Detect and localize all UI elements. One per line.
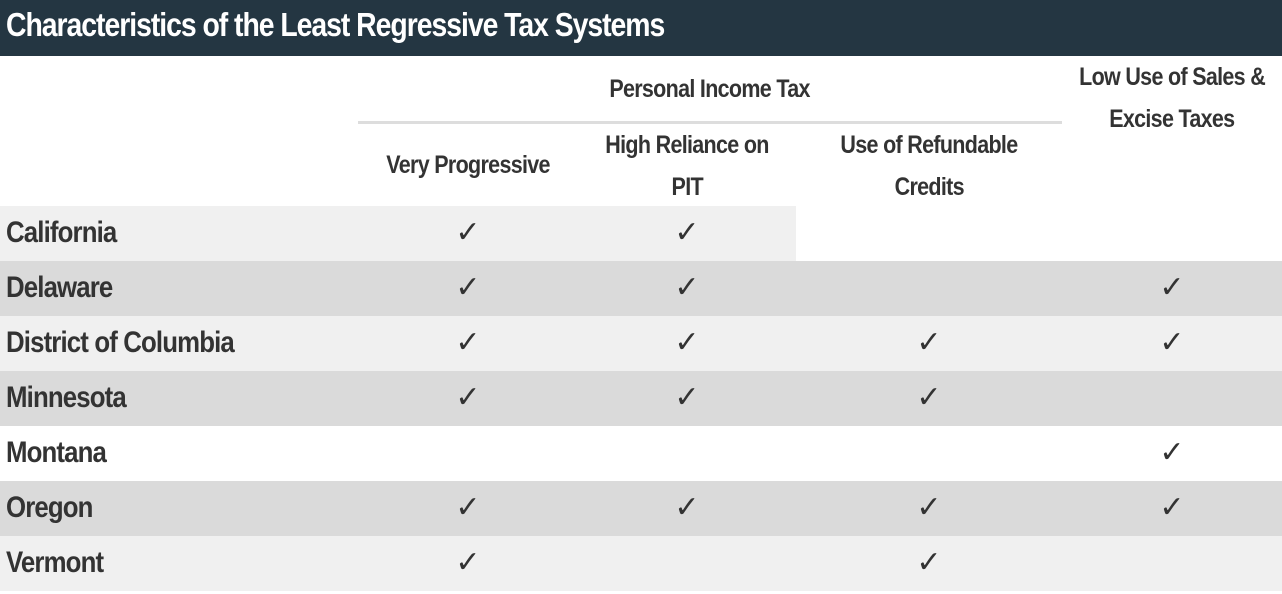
- header-group-label: Personal Income Tax: [609, 75, 811, 103]
- check-mark-icon: ✓: [455, 490, 481, 525]
- header-low-sales-excise: Low Use of Sales & Excise Taxes: [1062, 56, 1282, 140]
- table-row: District of Columbia ✓ ✓ ✓ ✓: [0, 316, 1282, 371]
- check-mark-icon: ✓: [455, 380, 481, 415]
- row-label-state: District of Columbia: [6, 326, 235, 359]
- check-mark-icon: ✓: [674, 270, 700, 305]
- table-row: California ✓ ✓: [0, 206, 1282, 261]
- check-mark-icon: ✓: [916, 490, 942, 525]
- row-label-state: Oregon: [6, 491, 93, 524]
- check-mark-icon: ✓: [674, 380, 700, 415]
- row-label-state: Montana: [6, 436, 107, 469]
- header-refundable-credits: Use of Refundable Credits: [796, 124, 1062, 208]
- header-group-personal-income-tax: Personal Income Tax: [358, 68, 1062, 110]
- table-row: Oregon ✓ ✓ ✓ ✓: [0, 481, 1282, 536]
- check-mark-icon: ✓: [455, 270, 481, 305]
- check-mark-icon: ✓: [455, 325, 481, 360]
- header-group-underline: [358, 121, 1062, 124]
- table-row: Minnesota ✓ ✓ ✓: [0, 371, 1282, 426]
- check-mark-icon: ✓: [1159, 270, 1185, 305]
- header-high-reliance-pit-line1: High Reliance on: [605, 131, 769, 159]
- row-label-state: Delaware: [6, 271, 113, 304]
- header-very-progressive-line1: Very Progressive: [386, 151, 550, 179]
- header-very-progressive: Very Progressive: [358, 144, 578, 186]
- check-mark-icon: ✓: [455, 215, 481, 250]
- check-mark-icon: ✓: [1159, 435, 1185, 470]
- check-mark-icon: ✓: [674, 325, 700, 360]
- header-refundable-credits-line2: Credits: [894, 173, 964, 201]
- header-refundable-credits-line1: Use of Refundable: [840, 131, 1018, 159]
- check-mark-icon: ✓: [1159, 325, 1185, 360]
- check-mark-icon: ✓: [916, 545, 942, 580]
- row-label-state: California: [6, 216, 117, 249]
- table-row: Vermont ✓ ✓: [0, 536, 1282, 591]
- header-high-reliance-pit: High Reliance on PIT: [578, 124, 796, 208]
- row-label-state: Minnesota: [6, 381, 127, 414]
- row-label-state: Vermont: [6, 546, 104, 579]
- chart-title: Characteristics of the Least Regressive …: [6, 6, 665, 43]
- check-mark-icon: ✓: [674, 215, 700, 250]
- check-mark-icon: ✓: [674, 490, 700, 525]
- header-low-sales-excise-line2: Excise Taxes: [1109, 105, 1235, 133]
- check-mark-icon: ✓: [455, 545, 481, 580]
- header-low-sales-excise-line1: Low Use of Sales &: [1079, 63, 1266, 91]
- table-row: Delaware ✓ ✓ ✓: [0, 261, 1282, 316]
- table-row: Montana ✓: [0, 426, 1282, 481]
- header-high-reliance-pit-line2: PIT: [671, 173, 703, 201]
- check-mark-icon: ✓: [916, 380, 942, 415]
- title-bar: Characteristics of the Least Regressive …: [0, 0, 1282, 56]
- check-mark-icon: ✓: [1159, 490, 1185, 525]
- check-mark-icon: ✓: [916, 325, 942, 360]
